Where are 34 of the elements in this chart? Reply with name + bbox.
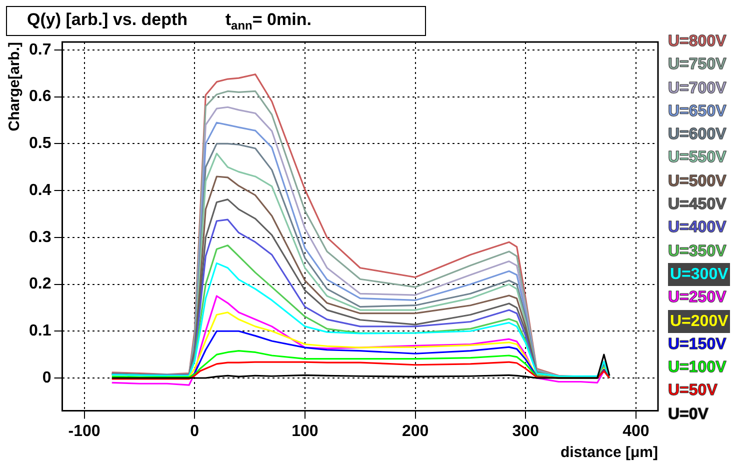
x-tick-label: 300 (512, 422, 540, 440)
y-tick-label: 0.4 (28, 182, 52, 199)
text: U=250V (668, 288, 728, 308)
y-tick-label: 0.7 (28, 41, 52, 58)
x-tick-label: 0 (190, 422, 200, 440)
y-tick-label: 0.1 (28, 322, 52, 340)
text: U=450V (668, 195, 728, 216)
y-tick-label: 0 (42, 369, 52, 386)
text: U=550V (668, 148, 728, 168)
x-tick-label: 100 (292, 422, 318, 440)
text: U=700V (668, 78, 728, 99)
text: U=500V (668, 172, 728, 192)
x-axis-title: distance [μm] (560, 444, 658, 462)
y-tick-label: 0.5 (28, 135, 52, 152)
x-tick-label: 400 (622, 422, 650, 440)
text: U=650V (668, 102, 728, 122)
text: U=100V (668, 358, 728, 378)
text: U=150V (668, 334, 728, 355)
text: U=50V (668, 381, 718, 402)
y-tick-label: 0.2 (28, 276, 52, 293)
text: U=0V (668, 404, 710, 425)
y-tick-label: 0.3 (28, 228, 52, 246)
text: U=400V (668, 218, 728, 238)
text: U=350V (668, 242, 728, 262)
x-tick-label: 200 (402, 422, 429, 440)
text: U=300V (668, 262, 730, 286)
chart-title: Q(y) [arb.] vs. depth t$_{ann}$= 0min. (6, 6, 426, 36)
text: U=800V (668, 32, 728, 52)
x-tick-label: -100 (68, 422, 100, 440)
text: U=600V (668, 125, 728, 146)
y-tick-label: 0.6 (28, 88, 52, 106)
y-axis-title: Charge[arb.] (6, 42, 24, 132)
text: U=200V (668, 310, 730, 333)
text: U=750V (668, 55, 728, 76)
